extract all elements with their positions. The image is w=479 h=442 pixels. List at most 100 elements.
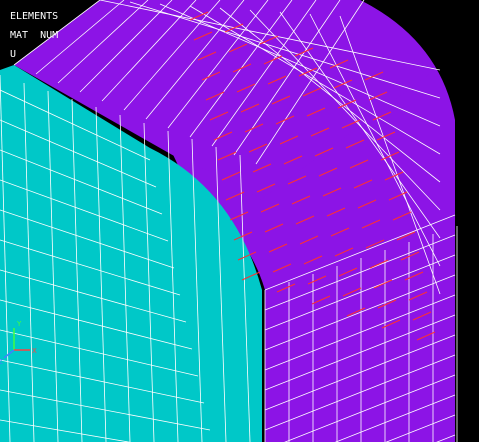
mesh-line	[0, 269, 187, 323]
mesh-line	[309, 13, 441, 267]
displacement-arrow-icon	[368, 91, 388, 101]
displacement-arrow-icon	[205, 91, 225, 101]
displacement-arrow-icon	[217, 151, 237, 161]
displacement-arrow-icon	[298, 67, 318, 77]
mesh-line	[57, 0, 149, 84]
material-2-top-band	[14, 0, 435, 200]
mesh-line	[219, 7, 441, 183]
displacement-arrow-icon	[369, 259, 389, 269]
displacement-arrow-icon	[306, 107, 326, 117]
material-2-mesh	[13, 0, 458, 442]
mesh-line	[13, 0, 101, 66]
displacement-arrow-icon	[213, 131, 233, 141]
displacement-arrow-icon	[396, 231, 416, 241]
displacement-arrow-icon	[311, 295, 331, 305]
mesh-line	[264, 334, 456, 411]
displacement-arrow-icon	[268, 243, 288, 253]
mesh-line	[35, 0, 125, 75]
displacement-arrow-icon	[276, 283, 296, 293]
displacement-arrow-icon	[236, 83, 256, 93]
displacement-arrow-icon	[364, 71, 384, 81]
mesh-line	[334, 394, 456, 442]
displacement-arrow-icon	[372, 111, 392, 121]
displacement-arrow-icon	[416, 331, 436, 341]
mesh-line	[0, 74, 11, 442]
displacement-arrow-icon	[272, 263, 292, 273]
mesh-line	[0, 209, 175, 269]
mesh-line	[167, 0, 269, 129]
mesh-line	[255, 0, 365, 165]
displacement-arrow-icon	[287, 175, 307, 185]
mesh-line	[0, 119, 157, 188]
mesh-line	[264, 274, 456, 351]
displacement-arrow-icon	[267, 75, 287, 85]
displacement-arrow-icon	[376, 131, 396, 141]
triad-z-label: Z	[0, 358, 3, 366]
mesh-line	[264, 254, 456, 331]
mesh-line	[129, 1, 441, 99]
mesh-line	[264, 314, 456, 391]
displacement-arrow-icon	[193, 31, 213, 41]
displacement-arrow-icon	[302, 87, 322, 97]
mesh-line	[99, 0, 441, 71]
displacement-arrow-icon	[260, 203, 280, 213]
displacement-arrow-icon	[412, 311, 432, 321]
displacement-arrow-icon	[346, 307, 366, 317]
mesh-line	[167, 130, 179, 442]
mesh-line	[47, 90, 59, 442]
displacement-arrow-icon	[299, 235, 319, 245]
mesh-line	[71, 98, 83, 442]
displacement-arrow-icon	[345, 139, 365, 149]
displacement-arrow-icon	[240, 103, 260, 113]
mesh-line	[79, 0, 173, 93]
displacement-arrow-icon	[229, 211, 249, 221]
mesh-line	[0, 299, 193, 350]
displacement-arrow-icon	[388, 191, 408, 201]
displacement-arrow-icon	[201, 71, 221, 81]
mesh-line	[264, 214, 456, 291]
displacement-arrow-icon	[237, 251, 257, 261]
mesh-line	[0, 179, 169, 242]
material-1-mesh	[0, 74, 251, 442]
displacement-arrow-icon	[225, 191, 245, 201]
displacement-arrow-icon	[303, 255, 323, 265]
mesh-line	[249, 9, 441, 211]
mesh-line	[211, 0, 317, 147]
displacement-arrow-icon	[307, 275, 327, 285]
displacement-arrow-icon	[373, 279, 393, 289]
mesh-line	[239, 154, 251, 442]
displacement-arrow-icon	[241, 271, 261, 281]
triad-x-label: X	[32, 347, 37, 355]
mesh-line	[0, 419, 131, 442]
legend-mat-num: MAT NUM	[10, 30, 59, 41]
displacement-arrow-icon	[271, 95, 291, 105]
mesh-line	[0, 89, 151, 161]
mesh-line	[123, 0, 221, 111]
displacement-arrow-icon	[232, 63, 252, 73]
mesh-line	[189, 5, 441, 155]
displacement-arrow-icon	[322, 187, 342, 197]
displacement-arrow-icon	[275, 115, 295, 125]
displacement-arrow-icon	[404, 271, 424, 281]
displacement-arrow-icon	[384, 171, 404, 181]
displacement-arrow-icon	[295, 215, 315, 225]
displacement-arrow-icon	[365, 239, 385, 249]
displacement-arrow-icon	[330, 227, 350, 237]
displacement-arrow-icon	[256, 183, 276, 193]
mesh-line	[95, 106, 107, 442]
mesh-line	[143, 122, 155, 442]
displacement-arrow-icon	[408, 291, 428, 301]
displacement-arrow-icon	[341, 119, 361, 129]
displacement-arrow-icon	[380, 151, 400, 161]
mesh-line	[264, 354, 456, 431]
mesh-line	[215, 146, 227, 442]
displacement-arrow-icon	[264, 223, 284, 233]
displacement-arrow-icon	[342, 287, 362, 297]
mesh-line	[0, 149, 163, 215]
displacement-arrow-icon	[263, 55, 283, 65]
mesh-line	[0, 329, 199, 377]
mesh-line	[339, 15, 441, 295]
displacement-arrow-icon	[279, 135, 299, 145]
